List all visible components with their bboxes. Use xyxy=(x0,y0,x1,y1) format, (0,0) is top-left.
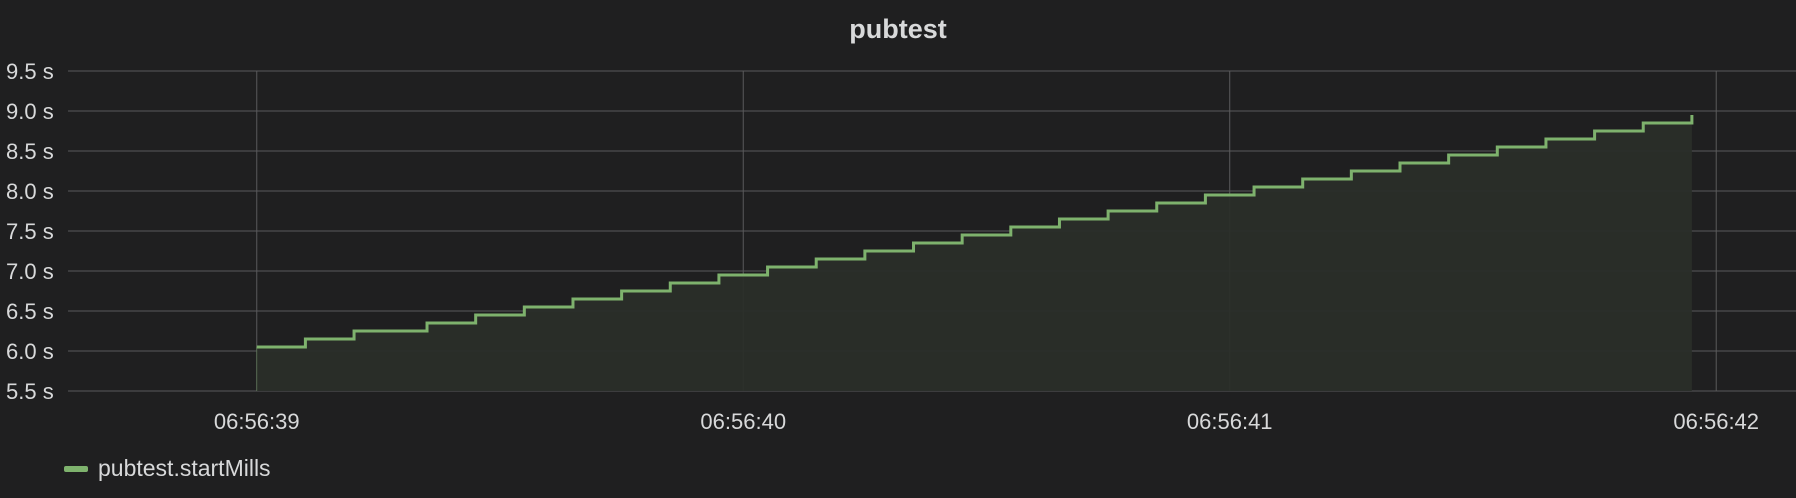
y-tick-label: 9.0 s xyxy=(6,99,54,124)
y-tick-label: 6.5 s xyxy=(6,299,54,324)
x-tick-label: 06:56:39 xyxy=(214,409,300,434)
y-axis-tick-labels: 5.5 s 6.0 s 6.5 s 7.0 s 7.5 s 8.0 s 8.5 s 9.0 s… xyxy=(6,59,54,404)
x-tick-label: 06:56:40 xyxy=(700,409,786,434)
y-tick-label: 8.5 s xyxy=(6,139,54,164)
y-tick-label: 6.0 s xyxy=(6,339,54,364)
x-tick-label: 06:56:41 xyxy=(1187,409,1273,434)
series-layer xyxy=(256,115,1694,391)
y-tick-label: 5.5 s xyxy=(6,379,54,404)
x-tick-label: 06:56:42 xyxy=(1673,409,1759,434)
legend[interactable]: pubtest.startMills xyxy=(64,455,271,482)
y-tick-label: 9.5 s xyxy=(6,59,54,84)
series-line[interactable] xyxy=(256,115,1694,349)
panel-title: pubtest xyxy=(849,14,947,44)
x-axis-tick-labels: 06:56:39 06:56:40 06:56:41 06:56:42 xyxy=(214,409,1759,434)
y-tick-label: 7.5 s xyxy=(6,219,54,244)
legend-series-swatch xyxy=(64,465,88,472)
legend-series-label[interactable]: pubtest.startMills xyxy=(98,455,271,481)
series-area-fill xyxy=(256,115,1692,391)
y-tick-label: 8.0 s xyxy=(6,179,54,204)
y-tick-label: 7.0 s xyxy=(6,259,54,284)
